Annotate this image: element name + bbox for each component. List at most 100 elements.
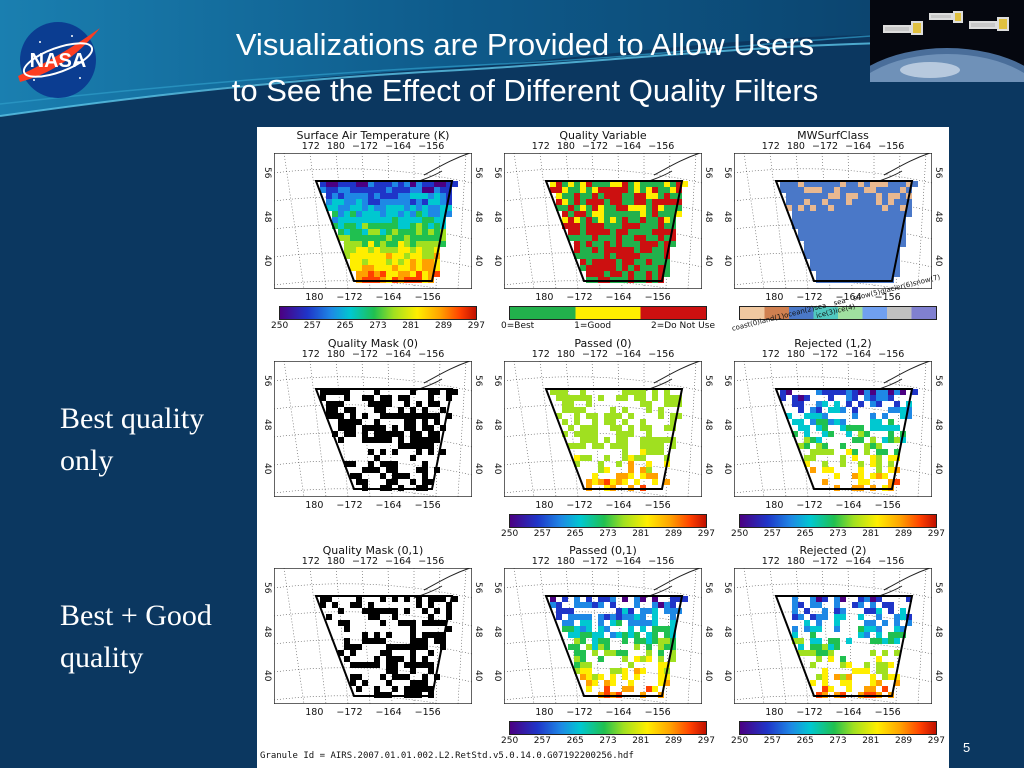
latitude-tick-left: 56 [722, 167, 732, 179]
map-plot [504, 568, 702, 704]
colorbar-label: 257 [303, 321, 321, 331]
latitude-tick-left: 40 [262, 670, 272, 682]
longitude-ticks-top: 172 180 −172 −164 −156 [301, 349, 445, 360]
latitude-tick-right: 40 [933, 670, 943, 682]
slide-number: 5 [963, 740, 971, 755]
latitude-tick-right: 56 [703, 582, 713, 594]
latitude-tick-left: 56 [262, 375, 272, 387]
longitude-ticks-top: 172 180 −172 −164 −156 [761, 141, 905, 152]
colorbar-label: 257 [533, 529, 551, 539]
longitude-ticks-bottom: 180 −172 −164 −156 [535, 500, 671, 511]
longitude-ticks-top: 172 180 −172 −164 −156 [301, 556, 445, 567]
colorbar-label: 250 [271, 321, 289, 331]
colorbar-label: 265 [796, 529, 814, 539]
latitude-tick-right: 48 [703, 626, 713, 638]
latitude-tick-left: 56 [722, 582, 732, 594]
panel-surface-air-temp: Surface Air Temperature (K) 172 180 −172 … [261, 129, 485, 335]
nasa-logo: NASA [18, 22, 100, 98]
latitude-tick-right: 48 [703, 211, 713, 223]
quality-legend: 0=Best 1=Good 2=Do Not Use [501, 321, 715, 331]
colorbar-label: 297 [697, 736, 715, 746]
temperature-ticks: 250 257 265 273 281 289 297 [501, 529, 715, 539]
map-plot [274, 568, 472, 704]
latitude-tick-left: 48 [722, 419, 732, 431]
panel-quality-mask-0-1: Quality Mask (0,1) 172 180 −172 −164 −156… [261, 544, 485, 750]
latitude-tick-left: 56 [492, 375, 502, 387]
map-plot [504, 361, 702, 497]
colorbar-label: 250 [731, 736, 749, 746]
satellite-constellation-image [870, 0, 1024, 82]
colorbar-label: 0=Best [501, 321, 535, 331]
latitude-tick-right: 40 [703, 670, 713, 682]
latitude-tick-right: 40 [703, 463, 713, 475]
panel-quality-variable: Quality Variable 172 180 −172 −164 −156 56… [491, 129, 715, 335]
latitude-tick-left: 40 [262, 255, 272, 267]
panel-title: Rejected (1,2) [794, 337, 872, 350]
temperature-ticks: 250 257 265 273 281 289 297 [731, 736, 945, 746]
longitude-ticks-bottom: 180 −172 −164 −156 [305, 707, 441, 718]
latitude-tick-left: 56 [262, 167, 272, 179]
latitude-tick-left: 56 [262, 582, 272, 594]
latitude-tick-left: 40 [492, 670, 502, 682]
latitude-tick-left: 40 [722, 255, 732, 267]
row-label-best: Best quality only [60, 398, 250, 482]
latitude-tick-left: 48 [262, 211, 272, 223]
surface-class-colorbar [739, 306, 937, 320]
latitude-tick-left: 40 [722, 670, 732, 682]
panel-quality-mask-0: Quality Mask (0) 172 180 −172 −164 −156 56… [261, 337, 485, 543]
svg-text:NASA: NASA [30, 50, 87, 72]
slide-title: Visualizations are Provided to Allow Use… [150, 22, 900, 114]
latitude-tick-left: 48 [722, 211, 732, 223]
quality-filter-figure: Surface Air Temperature (K) 172 180 −172 … [257, 127, 949, 768]
colorbar-label: 273 [599, 529, 617, 539]
colorbar-label: 281 [862, 736, 880, 746]
temperature-ticks: 250 257 265 273 281 289 297 [271, 321, 485, 331]
colorbar-label: 265 [566, 529, 584, 539]
temperature-colorbar [509, 721, 707, 735]
temperature-colorbar [739, 514, 937, 528]
title-line-1: Visualizations are Provided to Allow Use… [235, 27, 815, 62]
colorbar-label: 281 [632, 736, 650, 746]
colorbar-label: 289 [434, 321, 453, 331]
row-label-best-good: Best + Good quality [60, 595, 250, 679]
longitude-ticks-bottom: 180 −172 −164 −156 [305, 500, 441, 511]
colorbar-label: 297 [927, 529, 945, 539]
panel-rejected-1-2: Rejected (1,2) 172 180 −172 −164 −156 56 56… [721, 337, 945, 543]
temperature-colorbar [739, 721, 937, 735]
latitude-tick-right: 40 [473, 670, 483, 682]
map-plot [274, 153, 472, 289]
latitude-tick-left: 48 [262, 626, 272, 638]
colorbar-label: 265 [566, 736, 584, 746]
latitude-tick-right: 48 [933, 419, 943, 431]
panel-title: Quality Variable [559, 129, 647, 142]
temperature-colorbar [279, 306, 477, 320]
latitude-tick-left: 40 [492, 255, 502, 267]
panel-title: Quality Mask (0,1) [322, 544, 424, 557]
colorbar-label: 273 [829, 529, 847, 539]
colorbar-label: 257 [763, 529, 781, 539]
colorbar-label: 2=Do Not Use [650, 321, 715, 331]
panel-passed-0: Passed (0) 172 180 −172 −164 −156 56 56 48 48… [491, 337, 715, 543]
latitude-tick-right: 48 [473, 626, 483, 638]
colorbar-label: 273 [829, 736, 847, 746]
granule-id: Granule Id = AIRS.2007.01.01.002.L2.RetS… [260, 751, 634, 761]
temperature-ticks: 250 257 265 273 281 289 297 [731, 529, 945, 539]
latitude-tick-right: 40 [473, 255, 483, 267]
longitude-ticks-bottom: 180 −172 −164 −156 [305, 292, 441, 303]
panel-title: Rejected (2) [799, 544, 867, 557]
latitude-tick-right: 56 [473, 375, 483, 387]
longitude-ticks-bottom: 180 −172 −164 −156 [535, 292, 671, 303]
latitude-tick-right: 48 [473, 211, 483, 223]
map-plot [274, 361, 472, 497]
map-plot [504, 153, 702, 289]
longitude-ticks-top: 172 180 −172 −164 −156 [531, 349, 675, 360]
longitude-ticks-top: 172 180 −172 −164 −156 [761, 556, 905, 567]
longitude-ticks-top: 172 180 −172 −164 −156 [531, 556, 675, 567]
colorbar-label: 289 [894, 736, 913, 746]
colorbar-label: 273 [599, 736, 617, 746]
longitude-ticks-bottom: 180 −172 −164 −156 [765, 500, 901, 511]
latitude-tick-right: 56 [473, 167, 483, 179]
latitude-tick-right: 56 [703, 375, 713, 387]
latitude-tick-left: 48 [492, 419, 502, 431]
latitude-tick-left: 48 [262, 419, 272, 431]
